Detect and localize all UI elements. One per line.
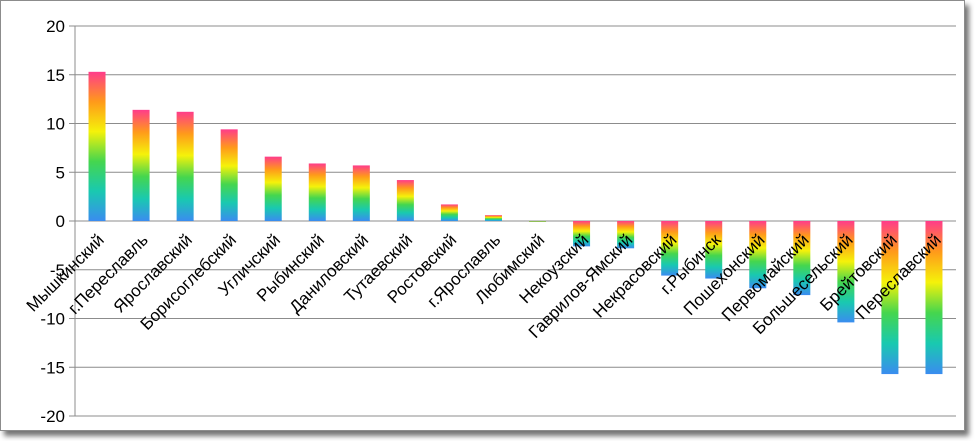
gridlines <box>69 25 956 417</box>
bar <box>352 165 370 221</box>
bar <box>705 221 723 279</box>
y-tick-label: 15 <box>46 66 65 85</box>
bar <box>617 221 635 249</box>
bar <box>529 221 547 222</box>
y-tick-label: -20 <box>40 407 65 426</box>
bar <box>749 221 767 289</box>
bar <box>440 204 458 221</box>
y-tick-label: -5 <box>50 261 65 280</box>
bar-chart: 20 15 10 5 0 -5 -10 -15 -20 Мышкинскийг.Переслав… <box>23 17 956 426</box>
bar <box>264 156 282 221</box>
bar <box>88 71 106 221</box>
y-tick-label: -15 <box>40 358 65 377</box>
bar <box>573 221 591 247</box>
bar <box>881 221 899 375</box>
bar <box>176 111 194 221</box>
y-tick-label: 20 <box>46 17 65 36</box>
bar <box>220 129 238 221</box>
y-tick-label: 5 <box>56 163 65 182</box>
chart-frame: 20 15 10 5 0 -5 -10 -15 -20 Мышкинский г.Переслав… <box>0 0 965 431</box>
bar <box>837 221 855 323</box>
x-axis-labels: Мышкинскийг.ПереславльЯрославскийБорисог… <box>23 230 945 342</box>
bar <box>793 221 811 296</box>
y-tick-label: 10 <box>46 115 65 134</box>
y-tick-label: 0 <box>56 212 65 231</box>
bar <box>925 221 943 375</box>
bar <box>396 180 414 221</box>
bar <box>661 221 679 276</box>
y-axis: 20 15 10 5 0 -5 -10 -15 -20 <box>40 17 76 426</box>
bar <box>484 215 502 221</box>
bar <box>132 109 150 221</box>
bars <box>88 71 943 375</box>
bar <box>308 163 326 221</box>
y-tick-label: -10 <box>40 310 65 329</box>
